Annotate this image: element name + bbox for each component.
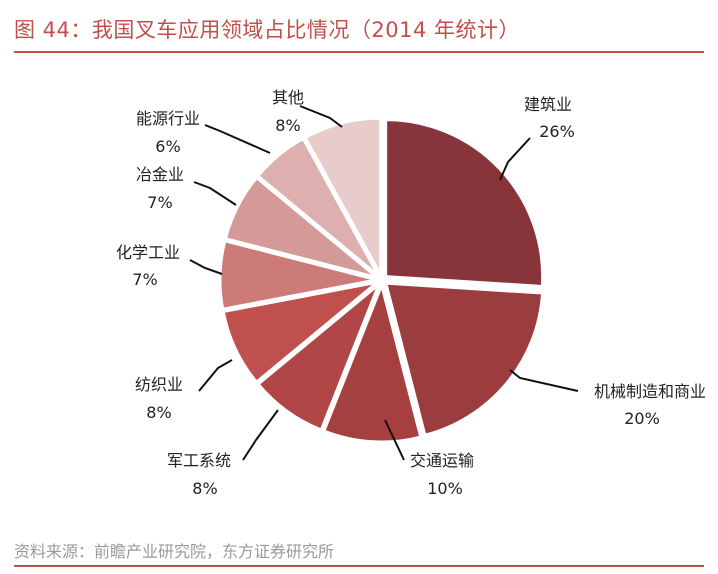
pie-slice — [255, 136, 381, 278]
slice-value-label: 10% — [427, 479, 463, 498]
chart-title: 图 44：我国叉车应用领域占比情况（2014 年统计） — [14, 18, 521, 42]
slice-name-label: 化学工业 — [116, 243, 180, 262]
pie-slice — [383, 281, 545, 438]
pie-slice — [218, 238, 378, 312]
leader-line — [189, 259, 223, 275]
slice-name-label: 交通运输 — [410, 451, 474, 470]
slice-value-label: 8% — [146, 403, 171, 422]
slice-name-label: 纺织业 — [135, 375, 183, 394]
leader-line — [509, 369, 579, 392]
leader-line — [384, 419, 405, 461]
leader-line — [242, 409, 279, 461]
title-divider — [14, 51, 704, 53]
slice-name-label: 军工系统 — [167, 451, 231, 470]
slice-name-label: 其他 — [272, 88, 304, 107]
pie-slice — [321, 280, 423, 444]
slice-name-label: 机械制造和商业 — [594, 382, 706, 401]
leader-line — [299, 105, 343, 128]
leader-line — [198, 359, 233, 392]
pie-slice — [303, 116, 383, 276]
pie-slice — [223, 175, 379, 280]
slice-name-label: 建筑业 — [524, 95, 572, 114]
slice-value-label: 8% — [275, 116, 300, 135]
source-note: 资料来源：前瞻产业研究院，东方证券研究所 — [14, 542, 335, 561]
slice-name-label: 能源行业 — [136, 109, 200, 128]
leader-line — [204, 124, 271, 154]
slice-value-label: 7% — [147, 193, 172, 212]
slice-value-label: 7% — [132, 270, 157, 289]
slice-value-label: 20% — [624, 409, 660, 428]
pie-slice — [255, 282, 381, 432]
leader-line — [193, 181, 237, 206]
slice-name-label: 冶金业 — [136, 165, 184, 184]
slice-value-label: 6% — [155, 137, 180, 156]
slice-value-label: 8% — [192, 479, 217, 498]
pie-slice — [384, 118, 545, 289]
pie-slice — [221, 280, 379, 385]
bottom-divider — [14, 565, 704, 567]
leader-line — [499, 137, 531, 181]
slice-value-label: 26% — [539, 122, 575, 141]
